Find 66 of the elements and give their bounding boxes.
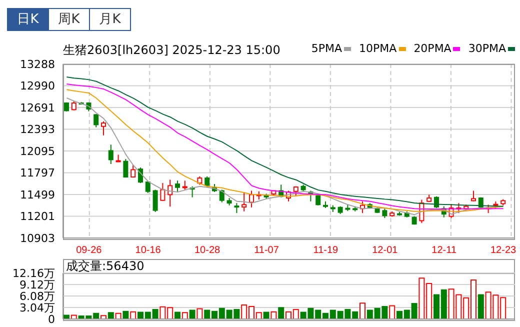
bar [263,312,270,319]
y-tick-label: 12095 [20,144,55,158]
bar [174,312,180,319]
candlestick [160,182,166,202]
candlestick [434,196,439,209]
candlestick [108,144,114,165]
candlestick [219,189,224,203]
bar [182,312,188,319]
bar [478,294,484,319]
bar [196,308,203,319]
legend-label: 10PMA [359,42,398,55]
x-tick-label: 12-11 [432,245,457,256]
x-tick-label: 10-28 [194,245,221,256]
y-tick-label: 12.16万 [12,266,55,280]
x-tick-label: 11-07 [254,245,280,256]
text: 月K [89,9,130,30]
y-tick-label: 0 [48,312,55,326]
x-tick-label: 10-16 [135,245,162,256]
candlestick [182,180,188,190]
y-tick-label: 11797 [20,166,55,180]
y-tick-label: 10903 [20,232,55,245]
candlestick [101,120,106,136]
candlestick [168,179,173,208]
candlestick [242,192,247,212]
legend-label: 5PMA [311,42,344,55]
x-tick-label: 09-26 [76,245,102,256]
legend-label: 30PMA [468,42,507,55]
candlestick [382,208,388,219]
candlestick [175,180,180,193]
bar [70,314,77,319]
x-tick-label: 11-19 [313,245,339,256]
bar [115,312,122,319]
bar [100,315,106,319]
y-tick-label: 12393 [20,123,55,136]
y-tick-label: 12990 [20,80,55,93]
chart-title: 生猪2603[lh2603] 2025-12-23 15:00 [63,42,280,59]
y-tick-label: 3.04万 [20,301,55,314]
candlestick [204,176,210,188]
candlestick [94,114,99,128]
y-tick-label: 12691 [20,101,55,114]
bar [278,307,284,319]
bar [108,312,114,319]
legend-label: 20PMA [414,42,452,55]
bar [189,310,196,319]
y-tick-label: 6.08万 [20,290,55,303]
bar [122,310,129,319]
bar [360,302,366,319]
bar [270,311,277,319]
bar [130,311,136,319]
y-tick-label: 11201 [20,210,55,224]
candlestick [123,158,128,178]
y-tick-label: 13288 [20,58,55,71]
candlestick [152,189,158,213]
bar [389,305,396,319]
candlestick [234,202,240,214]
candlestick [130,164,136,178]
text: 周K [48,9,89,30]
x-tick-label: 12-01 [372,245,398,256]
y-tick-label: 11499 [20,188,55,202]
text: 日K [8,9,48,30]
bar [64,314,70,319]
x-tick-label: 12-23 [490,245,517,256]
y-tick-label: 9.12万 [20,278,55,292]
chart-title: 成交量:56430 [66,259,144,273]
candlestick [138,166,143,184]
candlestick [471,190,476,202]
